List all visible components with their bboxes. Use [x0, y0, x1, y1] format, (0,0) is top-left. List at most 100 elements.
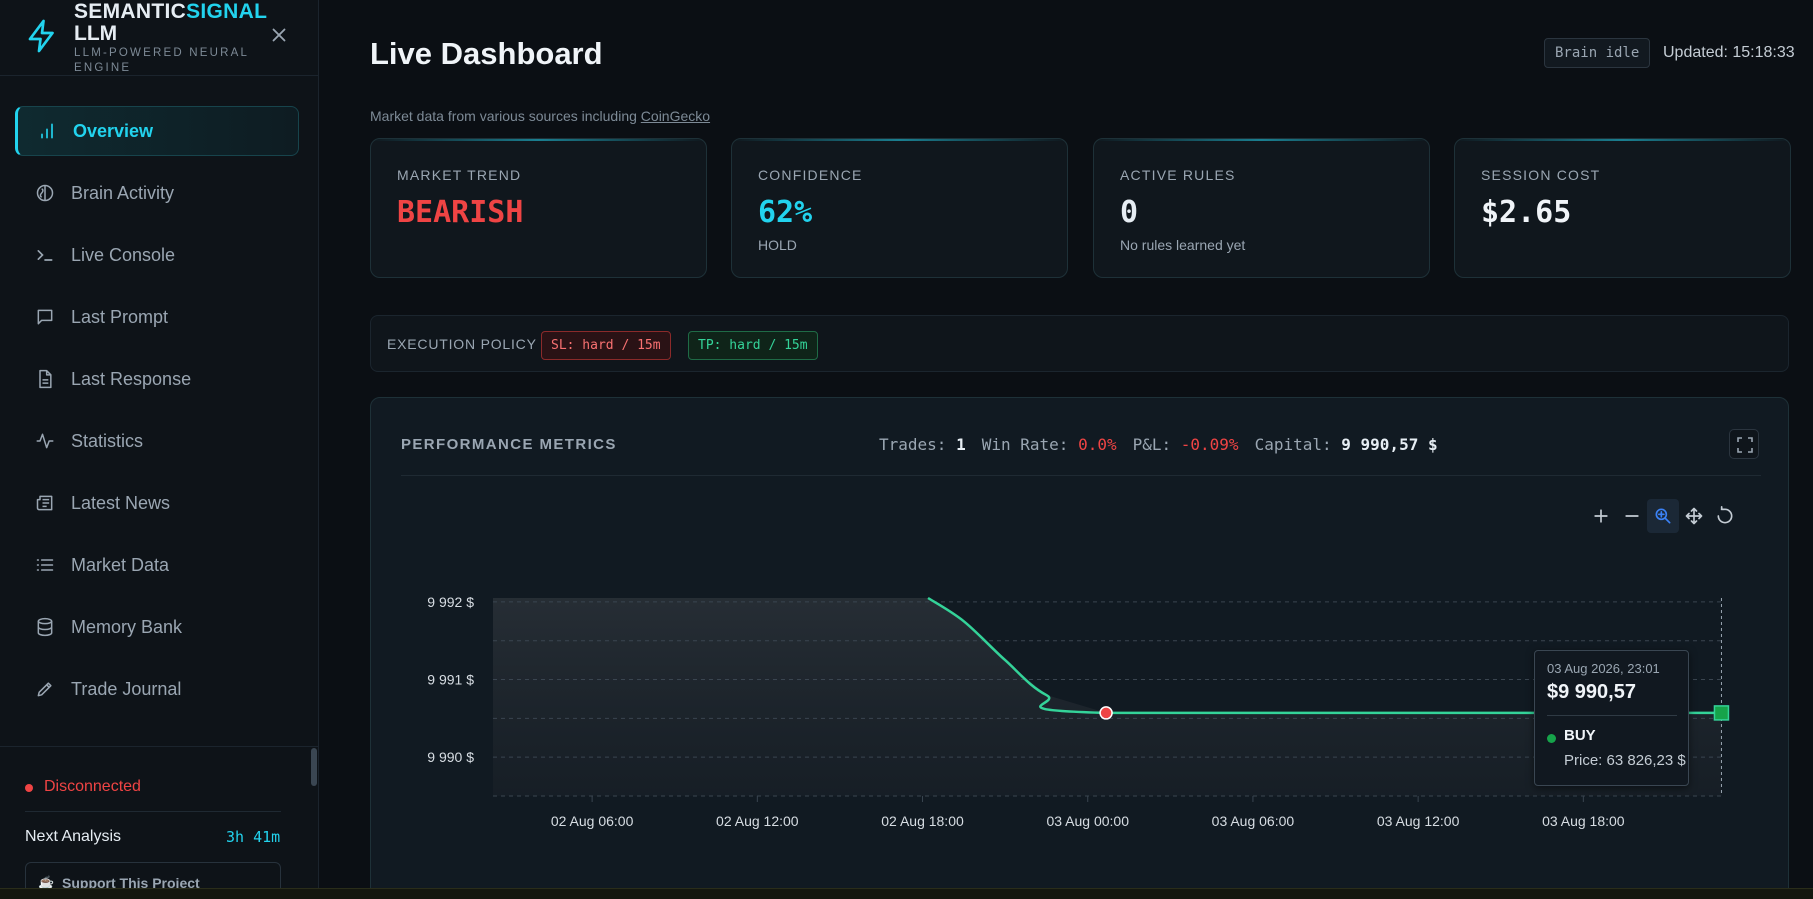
sidebar-item-label: Latest News: [71, 492, 171, 513]
brand-header: SEMANTICSIGNAL LLM LLM-POWERED NEURAL EN…: [0, 0, 319, 76]
sidebar-item-last-response[interactable]: Last Response: [15, 354, 299, 404]
sidebar-item-brain-activity[interactable]: Brain Activity: [15, 168, 299, 218]
activity-icon: [36, 433, 54, 449]
x-tick-label: 02 Aug 12:00: [716, 813, 799, 829]
x-tick-label: 02 Aug 06:00: [551, 813, 634, 829]
sidebar-item-overview[interactable]: Overview: [15, 106, 299, 156]
card-label: SESSION COST: [1481, 167, 1601, 183]
sidebar-item-label: Live Console: [71, 244, 176, 265]
bottom-bar: [0, 888, 1813, 899]
reset-icon: [1717, 506, 1733, 524]
sidebar-item-label: Trade Journal: [71, 678, 182, 699]
magnifier-icon: [1655, 508, 1671, 524]
sidebar: SEMANTICSIGNAL LLM LLM-POWERED NEURAL EN…: [0, 0, 319, 899]
plus-icon: [1593, 509, 1608, 523]
support-button[interactable]: ☕ Support This Project: [25, 862, 281, 899]
chart-toolbar: [1585, 499, 1741, 535]
pnl-value: -0.09%: [1180, 435, 1239, 454]
sidebar-item-last-prompt[interactable]: Last Prompt: [15, 292, 299, 342]
card-active-rules: ACTIVE RULES 0 No rules learned yet: [1093, 138, 1430, 278]
sidebar-footer: Disconnected Next Analysis 3h 41m ☕ Supp…: [0, 746, 319, 899]
card-label: CONFIDENCE: [758, 167, 863, 183]
buy-marker: [1713, 705, 1730, 721]
card-label: ACTIVE RULES: [1120, 167, 1236, 183]
updated-time: Updated: 15:18:33: [1663, 44, 1795, 61]
data-source-note: Market data from various sources includi…: [370, 108, 711, 124]
database-icon: [37, 617, 53, 637]
divider: [25, 811, 281, 812]
sidebar-item-latest-news[interactable]: Latest News: [15, 478, 299, 528]
y-tick-label: 9 990 $: [427, 749, 474, 765]
x-tick-label: 03 Aug 00:00: [1046, 813, 1129, 829]
take-profit-badge: TP: hard / 15m: [688, 331, 818, 360]
capital-value: 9 990,57 $: [1341, 435, 1438, 454]
series-line: [927, 596, 1722, 715]
pan-button[interactable]: [1679, 499, 1710, 533]
x-tick-label: 03 Aug 06:00: [1212, 813, 1295, 829]
move-icon: [1685, 507, 1703, 525]
sidebar-item-label: Overview: [73, 120, 154, 141]
card-value: $2.65: [1481, 195, 1572, 230]
terminal-icon: [37, 250, 53, 261]
close-icon[interactable]: [268, 24, 290, 46]
sidebar-item-label: Statistics: [71, 430, 144, 451]
brain-icon: [36, 184, 54, 202]
bar-chart-icon: [41, 123, 53, 139]
brand-name: SEMANTICSIGNAL: [74, 0, 268, 23]
sidebar-item-label: Last Prompt: [71, 306, 169, 327]
card-value: BEARISH: [397, 195, 524, 230]
tooltip-price: Price: 63 826,23 $: [1564, 752, 1686, 769]
fullscreen-button[interactable]: [1729, 429, 1759, 459]
connection-status: Disconnected: [44, 778, 141, 795]
card-market-trend: MARKET TREND BEARISH: [370, 138, 707, 278]
chart-tooltip: 03 Aug 2026, 23:01 $9 990,57 BUY Price: …: [1534, 650, 1689, 786]
next-analysis-value: 3h 41m: [226, 828, 281, 846]
card-confidence: CONFIDENCE 62% HOLD: [731, 138, 1068, 278]
sidebar-item-market-data[interactable]: Market Data: [15, 540, 299, 590]
coffee-icon: ☕: [38, 875, 55, 890]
y-tick-label: 9 992 $: [427, 594, 474, 610]
sidebar-item-live-console[interactable]: Live Console: [15, 230, 299, 280]
card-label: MARKET TREND: [397, 167, 522, 183]
message-icon: [37, 309, 53, 325]
sidebar-item-label: Last Response: [71, 368, 192, 389]
performance-chart[interactable]: 9 990 $ 9 991 $ 9 992 $ 02 Aug 06:00 02 Aug …: [371, 398, 1789, 899]
zoom-out-button[interactable]: [1616, 499, 1647, 533]
card-value: 0: [1120, 195, 1139, 230]
brand-tagline: LLM-POWERED NEURAL ENGINE: [74, 47, 249, 74]
performance-panel: 9 990 $ 9 991 $ 9 992 $ 02 Aug 06:00 02 Aug …: [370, 397, 1789, 899]
sidebar-item-trade-journal[interactable]: Trade Journal: [15, 664, 299, 714]
brain-status-badge: Brain idle: [1544, 38, 1651, 68]
list-icon: [36, 559, 54, 571]
sidebar-item-label: Brain Activity: [71, 182, 175, 203]
support-label: Support This Project: [62, 875, 200, 891]
trades-count: 1: [956, 435, 966, 454]
reset-zoom-button[interactable]: [1710, 499, 1741, 533]
x-tick-label: 02 Aug 18:00: [881, 813, 964, 829]
next-analysis-label: Next Analysis: [25, 828, 122, 845]
panel-title: PERFORMANCE METRICS: [401, 436, 617, 453]
stop-loss-badge: SL: hard / 15m: [541, 331, 671, 360]
card-sub: HOLD: [758, 237, 797, 253]
selection-zoom-button[interactable]: [1647, 499, 1679, 533]
sidebar-scrollbar[interactable]: [311, 748, 317, 786]
page-title: Live Dashboard: [370, 36, 603, 71]
x-tick-label: 03 Aug 12:00: [1377, 813, 1460, 829]
expand-icon: [1737, 437, 1753, 453]
tooltip-value: $9 990,57: [1547, 681, 1636, 703]
x-tick-label: 03 Aug 18:00: [1542, 813, 1625, 829]
coingecko-link[interactable]: CoinGecko: [640, 108, 711, 124]
status-indicator: [25, 784, 33, 792]
brand-name-line2: LLM: [74, 22, 118, 45]
newspaper-icon: [36, 495, 53, 511]
zoom-in-button[interactable]: [1585, 499, 1616, 533]
win-rate: 0.0%: [1078, 435, 1117, 454]
performance-stats: Trades: 1 Win Rate: 0.0% P&L: -0.09% Capita…: [879, 435, 1438, 454]
tooltip-date: 03 Aug 2026, 23:01: [1547, 661, 1660, 676]
sidebar-item-statistics[interactable]: Statistics: [15, 416, 299, 466]
execution-policy-bar: EXECUTION POLICY SL: hard / 15m TP: hard…: [370, 315, 1789, 372]
tooltip-side: BUY: [1564, 727, 1596, 744]
divider: [1547, 715, 1677, 716]
minus-icon: [1625, 515, 1639, 517]
sidebar-item-memory-bank[interactable]: Memory Bank: [15, 602, 299, 652]
